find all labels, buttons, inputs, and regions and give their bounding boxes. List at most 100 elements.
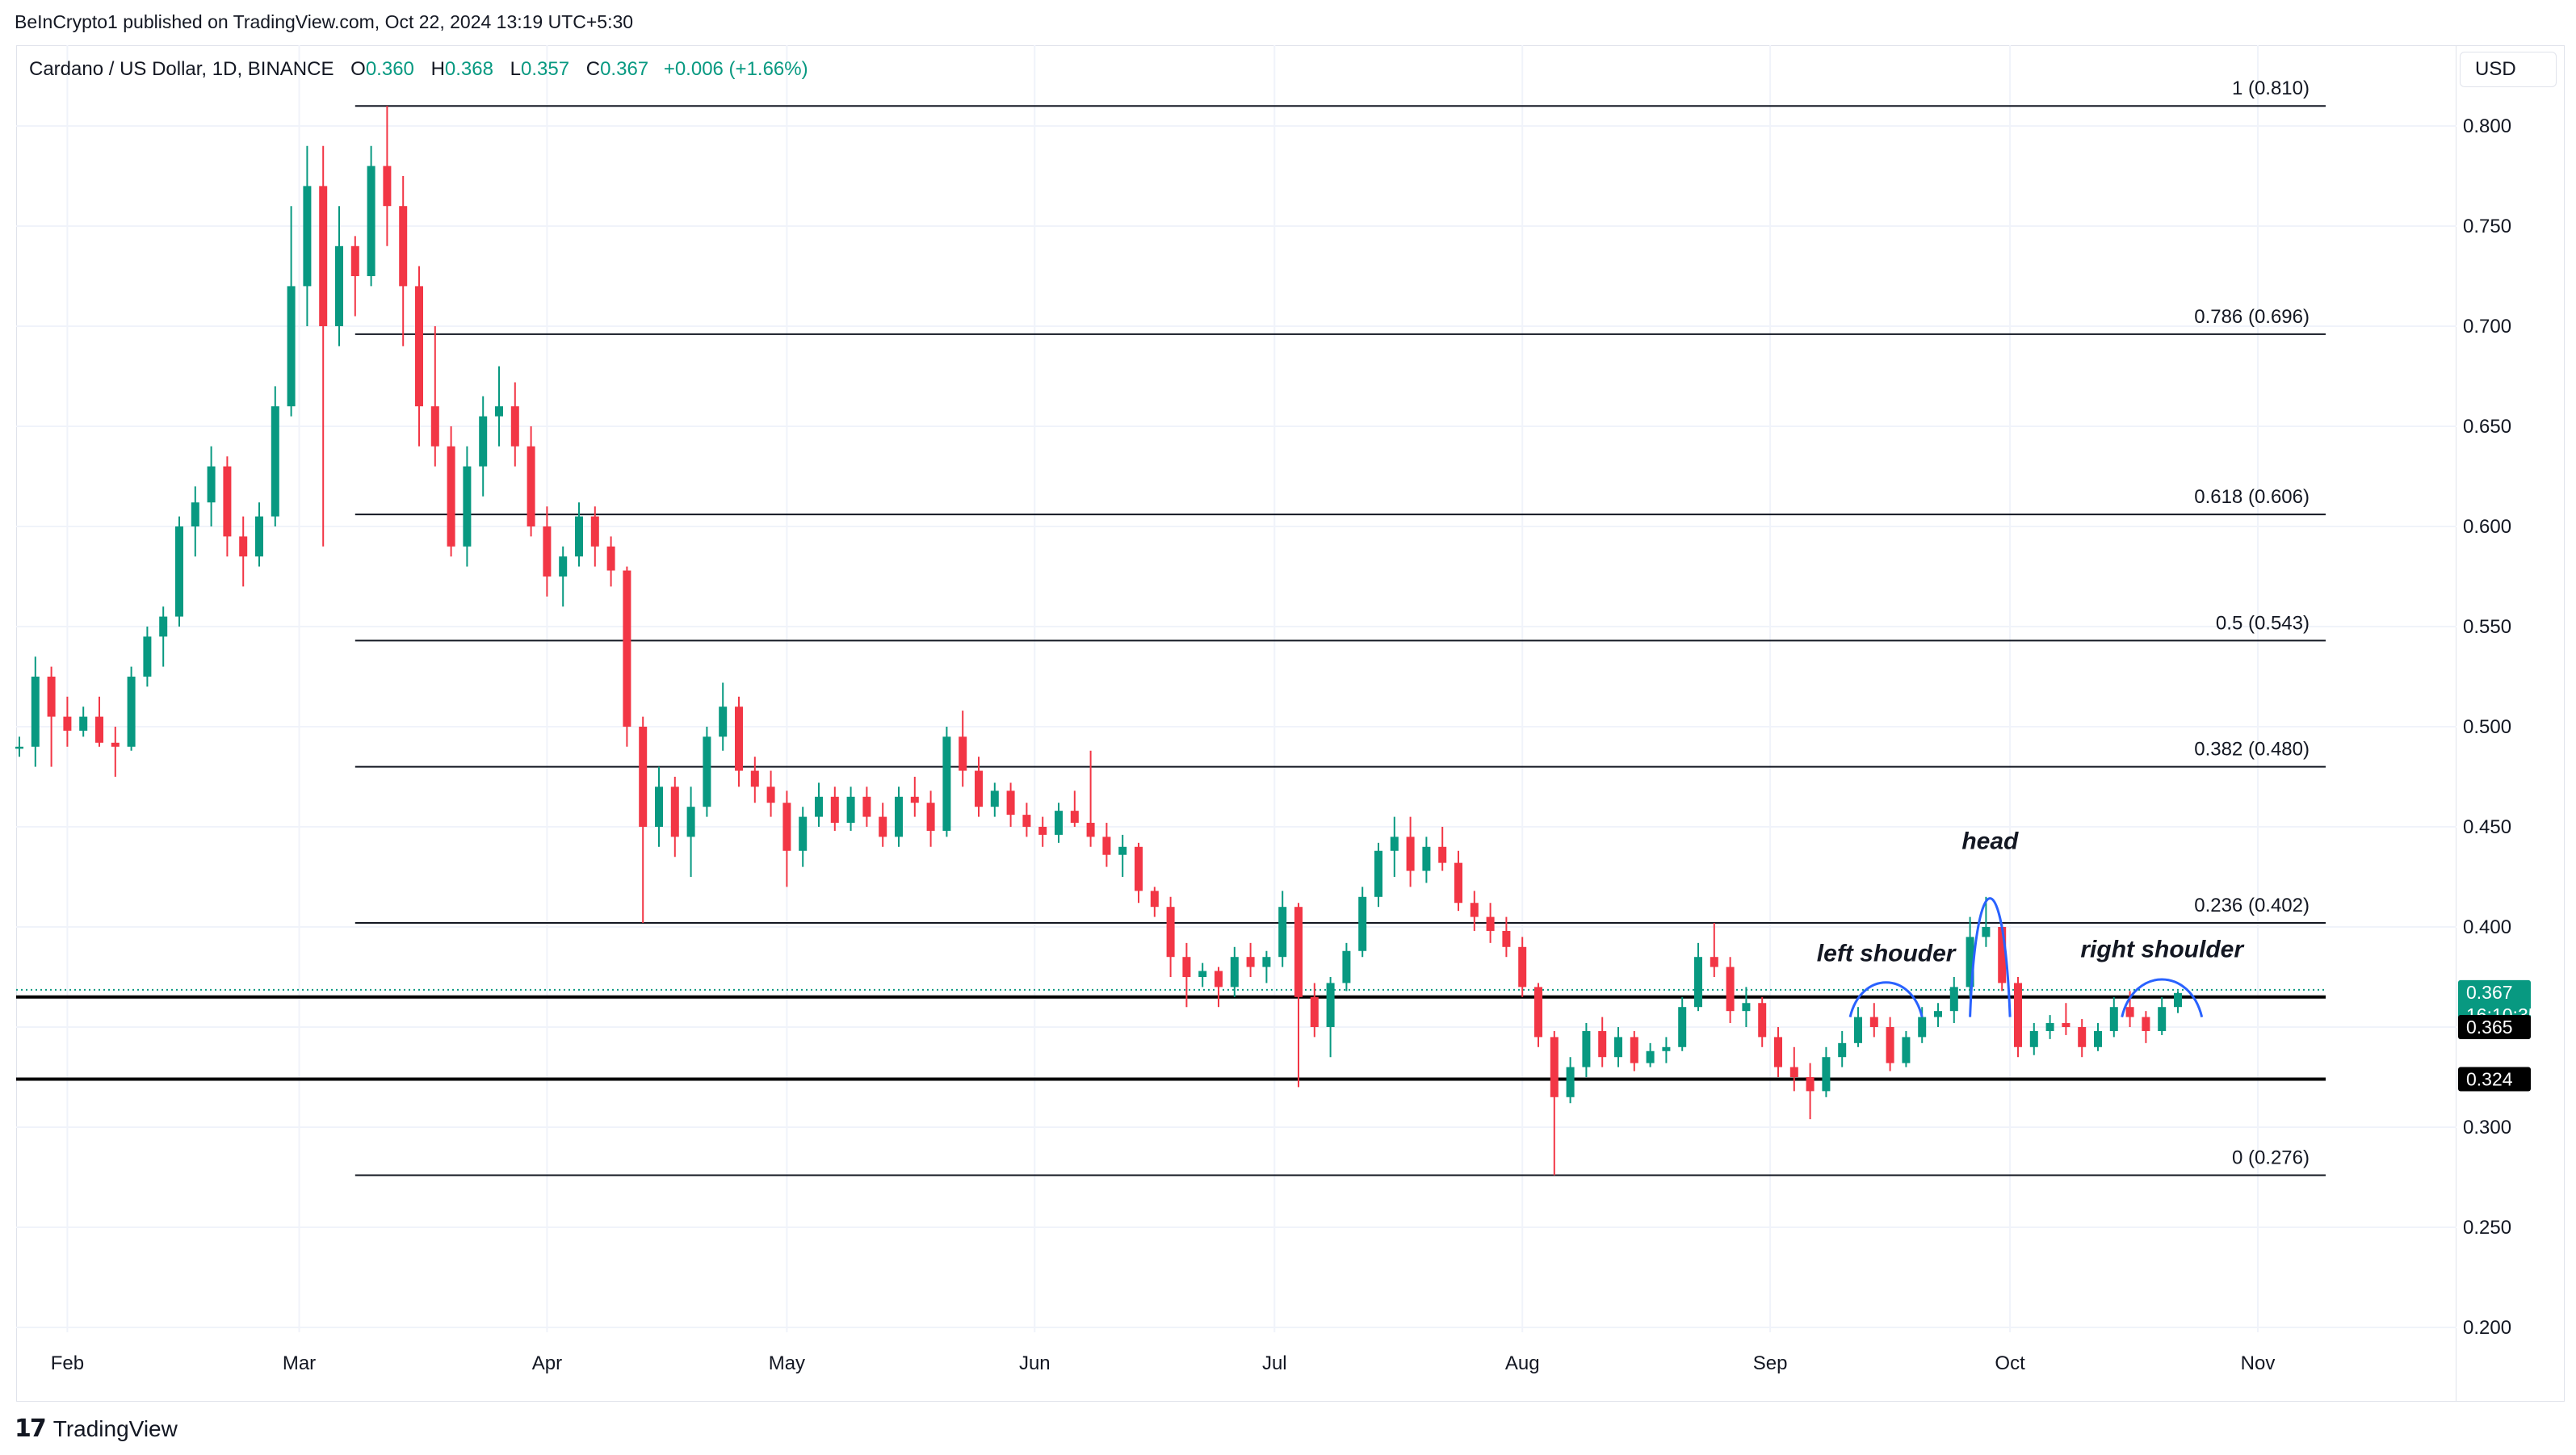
candle-body [1646,1050,1655,1063]
candle-body [1949,987,1958,1012]
x-tick-label: Apr [532,1352,562,1374]
level-badge-lower-text: 0.324 [2466,1068,2513,1089]
candle-body [95,716,103,743]
candle-body [942,736,951,831]
currency-button[interactable]: USD [2460,52,2557,87]
x-tick-label: Mar [283,1352,316,1374]
candle-body [1422,846,1431,871]
candle-body [1086,823,1095,837]
candle-body [2125,1007,2134,1017]
candle-body [1358,896,1367,951]
candle-body [1934,1011,1942,1017]
candle-body [1182,957,1191,977]
y-tick-label: 0.500 [2463,716,2511,738]
candle-body [1518,946,1527,987]
y-tick-label: 0.300 [2463,1117,2511,1138]
candle-body [703,736,711,807]
candle-body [879,816,887,837]
change-value: +0.006 (+1.66%) [663,58,808,80]
candle-body [1166,907,1175,958]
fib-level-label: 0.618 (0.606) [2194,486,2310,508]
candle-body [2078,1027,2087,1047]
candle-body [2094,1030,2102,1047]
candle-body [1694,957,1702,1008]
candle-body [1726,967,1735,1012]
candle-body [479,416,488,467]
y-tick-label: 0.550 [2463,616,2511,638]
tradingview-brand: TradingView [52,1415,178,1441]
candle-body [1742,1003,1751,1012]
candle-body [1215,971,1223,987]
candle-body [1566,1067,1575,1097]
y-tick-label: 0.400 [2463,916,2511,938]
pattern-label: right shoulder [2080,937,2245,963]
chart-pane[interactable] [16,45,2456,1402]
candle-body [1278,907,1287,958]
pattern-arc [2121,978,2204,1017]
x-tick-label: May [769,1352,805,1374]
candle-body [926,803,935,831]
candle-body [1582,1030,1591,1067]
candle-body [255,516,263,557]
x-tick-label: Jun [1019,1352,1051,1374]
candle-body [303,186,312,287]
y-tick-label: 0.600 [2463,516,2511,538]
candle-body [1150,891,1159,908]
candle-body [47,677,56,717]
candle-body [2045,1023,2054,1031]
price-axis[interactable] [2456,45,2565,1402]
candle-body [782,803,791,851]
candle-body [1886,1027,1894,1063]
candle-body [15,746,23,749]
y-tick-label: 0.450 [2463,816,2511,838]
candle-body [1550,1037,1559,1097]
candle-body [1598,1030,1607,1058]
candle-body [1758,1003,1767,1038]
candle-body [1918,1017,1927,1038]
open-value: 0.360 [365,58,414,80]
candle-body [1614,1037,1622,1058]
candle-body [159,616,168,637]
candle-body [719,707,728,737]
fib-level-label: 0.5 (0.543) [2216,612,2310,634]
fib-level-label: 0 (0.276) [2232,1147,2310,1169]
candle-body [191,502,199,526]
candle-body [175,526,183,617]
candle-body [1822,1057,1831,1092]
candle-body [1326,983,1335,1027]
close-label: C [585,58,601,80]
y-tick-label: 0.700 [2463,316,2511,338]
pattern-label: left shouder [1817,940,1957,967]
candle-body [1854,1017,1862,1043]
candle-body [1982,927,1991,937]
fib-level-label: 0.786 (0.696) [2194,306,2310,328]
candle-body [1135,846,1143,891]
tradingview-logo-icon: 17 [15,1415,47,1443]
high-label: H [430,58,445,80]
candle-body [1022,815,1031,827]
candle-body [143,636,152,677]
high-value: 0.368 [444,58,493,80]
candle-body [207,466,216,503]
candle-body [1838,1042,1847,1058]
candle-body [367,166,375,276]
candle-body [1438,846,1447,863]
candle-body [559,556,568,577]
candle-body [527,446,535,526]
candle-body [1342,950,1351,983]
pattern-arc [1848,981,1924,1017]
candle-body [686,807,695,837]
candle-body [1966,937,1974,987]
candle-body [815,796,823,817]
y-tick-label: 0.650 [2463,416,2511,438]
candle-body [1006,790,1015,816]
level-badge-lower-bg [2458,1067,2531,1092]
x-tick-label: Feb [51,1352,84,1374]
tradingview-branding[interactable]: 17 TradingView [15,1415,178,1443]
open-label: O [350,58,366,80]
pattern-arc [1969,897,2012,1017]
symbol-title: Cardano / US Dollar, 1D, BINANCE [29,58,334,80]
candle-body [1710,957,1718,967]
low-label: L [510,58,521,80]
candle-body [1102,837,1111,855]
